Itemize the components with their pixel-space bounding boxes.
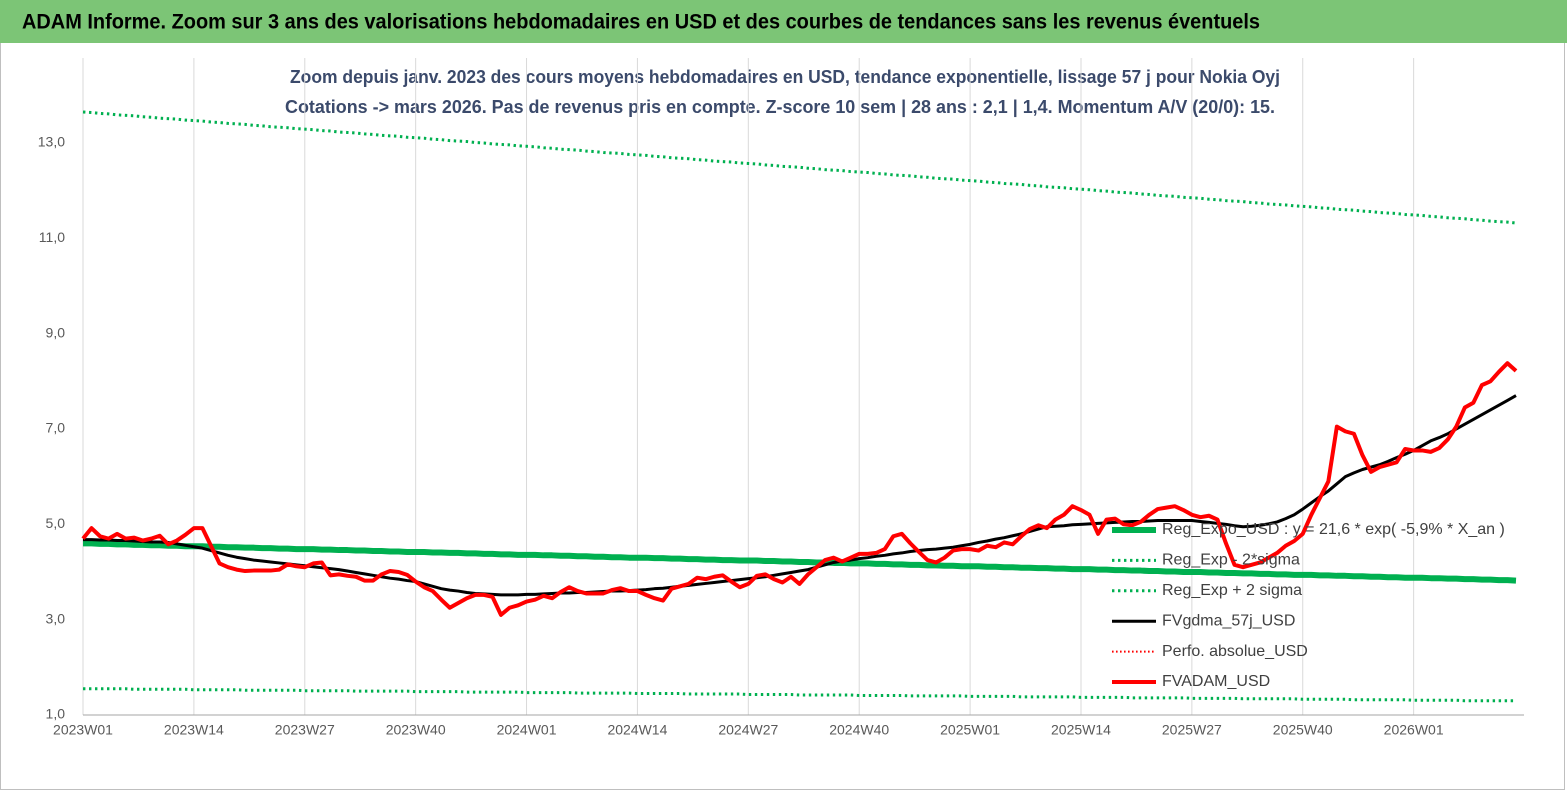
- x-tick-label: 2024W14: [607, 722, 667, 738]
- y-tick-label: 7,0: [46, 420, 66, 436]
- legend: Reg_Expo_USD : y = 21,6 * exp( -5,9% * X…: [1112, 521, 1505, 690]
- y-tick-label: 11,0: [39, 229, 65, 245]
- legend-label: FVgdma_57j_USD: [1162, 612, 1295, 629]
- x-tick-label: 2023W01: [53, 722, 113, 738]
- legend-label: Reg_Expo_USD : y = 21,6 * exp( -5,9% * X…: [1162, 521, 1505, 538]
- legend-label: Reg_Exp + 2 sigma: [1162, 582, 1302, 599]
- banner: [0, 0, 1567, 43]
- grid: 1,0 3,0 5,0 7,0 9,0 11,0 13,0 2023W01 2023W14 202…: [38, 58, 1524, 738]
- x-tick-label: 2023W14: [164, 722, 224, 738]
- y-tick-label: 3,0: [46, 610, 66, 626]
- x-tick-label: 2023W27: [275, 722, 335, 738]
- x-tick-label: 2024W27: [718, 722, 778, 738]
- x-tick-label: 2023W40: [386, 722, 446, 738]
- legend-label: FVADAM_USD: [1162, 673, 1270, 690]
- chart-title: Zoom depuis janv. 2023 des cours moyens …: [290, 67, 1280, 87]
- x-tick-label: 2024W40: [829, 722, 889, 738]
- series-line: [83, 394, 1517, 597]
- legend-label: Reg_Exp - 2*sigma: [1162, 552, 1300, 569]
- x-tick-label: 2024W01: [497, 722, 557, 738]
- series-line: [81, 361, 1518, 617]
- x-tick-label: 2025W01: [940, 722, 1000, 738]
- series-line: [83, 540, 1517, 584]
- x-tick-label: 2026W01: [1384, 722, 1444, 738]
- y-tick-label: 13,0: [38, 134, 65, 150]
- banner-title: ADAM Informe. Zoom sur 3 ans des valoris…: [22, 11, 1260, 34]
- series-line: [83, 687, 1516, 703]
- legend-label: Perfo. absolue_USD: [1162, 643, 1308, 660]
- y-tick-label: 1,0: [46, 706, 66, 722]
- y-tick-label: 9,0: [46, 324, 66, 340]
- chart-subtitle: Cotations -> mars 2026. Pas de revenus p…: [285, 97, 1275, 117]
- x-tick-label: 2025W14: [1051, 722, 1111, 738]
- y-tick-label: 5,0: [46, 515, 66, 531]
- x-tick-label: 2025W40: [1273, 722, 1333, 738]
- x-tick-label: 2025W27: [1162, 722, 1222, 738]
- plot: [81, 110, 1518, 703]
